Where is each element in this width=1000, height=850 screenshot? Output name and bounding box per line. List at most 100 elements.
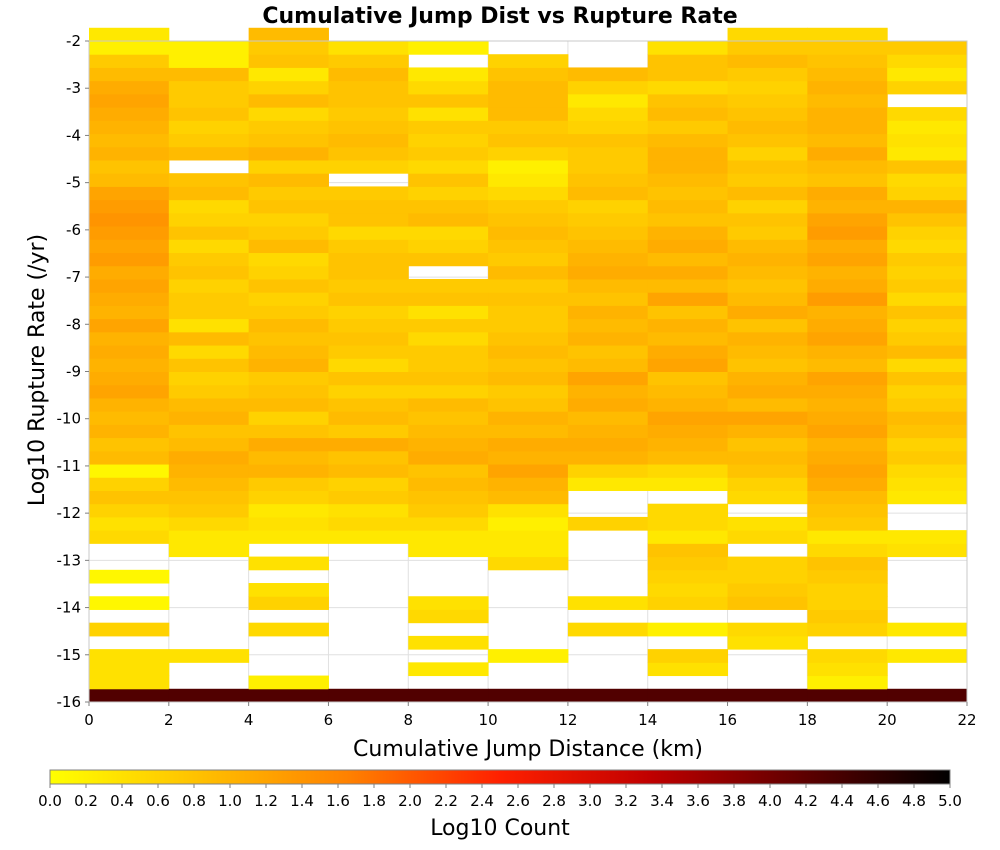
heatmap-cell [248,477,329,491]
heatmap-cell [647,503,729,518]
heatmap-cell [727,331,808,346]
heatmap-cell [89,516,170,531]
heatmap-cell [567,292,649,306]
heatmap-cell [408,688,489,703]
heatmap-cell [727,186,808,201]
heatmap-cell [408,437,489,452]
colorbar-tick-label: 2.2 [434,792,458,810]
heatmap-cell [887,265,968,280]
heatmap-cell [887,464,968,478]
heatmap-cell [328,516,409,531]
heatmap-cell [89,411,170,425]
heatmap-cell [727,556,808,571]
heatmap-cell [807,649,888,663]
heatmap-cell [727,688,808,703]
heatmap-cell [807,159,888,174]
heatmap-cell [647,649,729,663]
heatmap-cell [488,67,569,82]
heatmap-cell [887,80,968,95]
heatmap-cell [248,107,329,121]
heatmap-cell [248,80,329,95]
heatmap-cell [647,556,729,571]
heatmap-cell [567,305,649,320]
heatmap-cell [328,411,409,425]
heatmap-cell [807,305,888,320]
heatmap-cell [807,530,888,544]
x-tick-label: 18 [798,711,817,729]
heatmap-cell [168,292,250,306]
colorbar-tick-label: 4.2 [794,792,818,810]
heatmap-cell [807,556,888,571]
heatmap-cell [89,80,170,95]
y-axis-label: Log10 Rupture Rate (/yr) [25,234,50,506]
heatmap-cell [408,318,489,333]
heatmap-cell [807,265,888,280]
heatmap-cell [567,186,649,201]
heatmap-cell [168,212,250,227]
heatmap-cell [887,146,968,161]
heatmap-cell [328,305,409,320]
heatmap-cell [168,477,250,491]
heatmap-cell [89,107,170,121]
colorbar-tick-label: 4.0 [758,792,782,810]
x-tick-label: 14 [638,711,657,729]
y-tick-label: -10 [57,410,82,428]
heatmap-cell [807,226,888,240]
heatmap-cell [567,173,649,187]
heatmap-cell [567,199,649,214]
heatmap-cell [647,305,729,320]
heatmap-cell [248,93,329,108]
heatmap-cell [408,239,489,254]
heatmap-cell [89,173,170,187]
heatmap-cell [168,186,250,201]
heatmap-cell [567,622,649,637]
heatmap-cell [488,371,569,386]
heatmap-cell [248,345,329,359]
heatmap-cell [408,345,489,359]
heatmap-cell [328,93,409,108]
heatmap-cell [887,397,968,412]
heatmap-cell [248,54,329,68]
heatmap-cell [488,265,569,280]
heatmap-cell [887,424,968,439]
heatmap-cell [567,120,649,135]
heatmap-cell [89,358,170,372]
heatmap-cell [488,464,569,478]
heatmap-cell [727,358,808,372]
heatmap-cell [89,292,170,306]
heatmap-cell [727,437,808,452]
heatmap-cell [408,212,489,227]
x-tick-label: 2 [164,711,174,729]
heatmap-cell [887,318,968,333]
x-tick-label: 16 [718,711,737,729]
heatmap-cell [168,80,250,95]
heatmap-cell [168,67,250,82]
heatmap-cell [887,107,968,121]
heatmap-cell [248,305,329,320]
colorbar-label: Log10 Count [430,816,570,841]
colorbar-tick-label: 3.2 [614,792,638,810]
heatmap-cell [328,503,409,518]
heatmap-cell [168,252,250,267]
heatmap-cell [488,384,569,399]
heatmap-cell [408,159,489,174]
heatmap-cell [248,331,329,346]
heatmap-cell [727,318,808,333]
x-tick-label: 4 [244,711,254,729]
heatmap-cell [887,411,968,425]
heatmap-cell [488,543,569,558]
heatmap-cell [647,292,729,306]
heatmap-cell [807,569,888,584]
heatmap-cell [647,133,729,148]
heatmap-cell [328,80,409,95]
y-tick-label: -4 [66,126,81,144]
heatmap-cell [89,450,170,465]
y-tick-label: -6 [66,221,81,239]
heatmap-cell [647,662,729,677]
heatmap-cell [647,54,729,68]
heatmap-cell [248,622,329,637]
heatmap-cell [807,146,888,161]
heatmap-cell [488,133,569,148]
heatmap-cell [727,490,808,505]
